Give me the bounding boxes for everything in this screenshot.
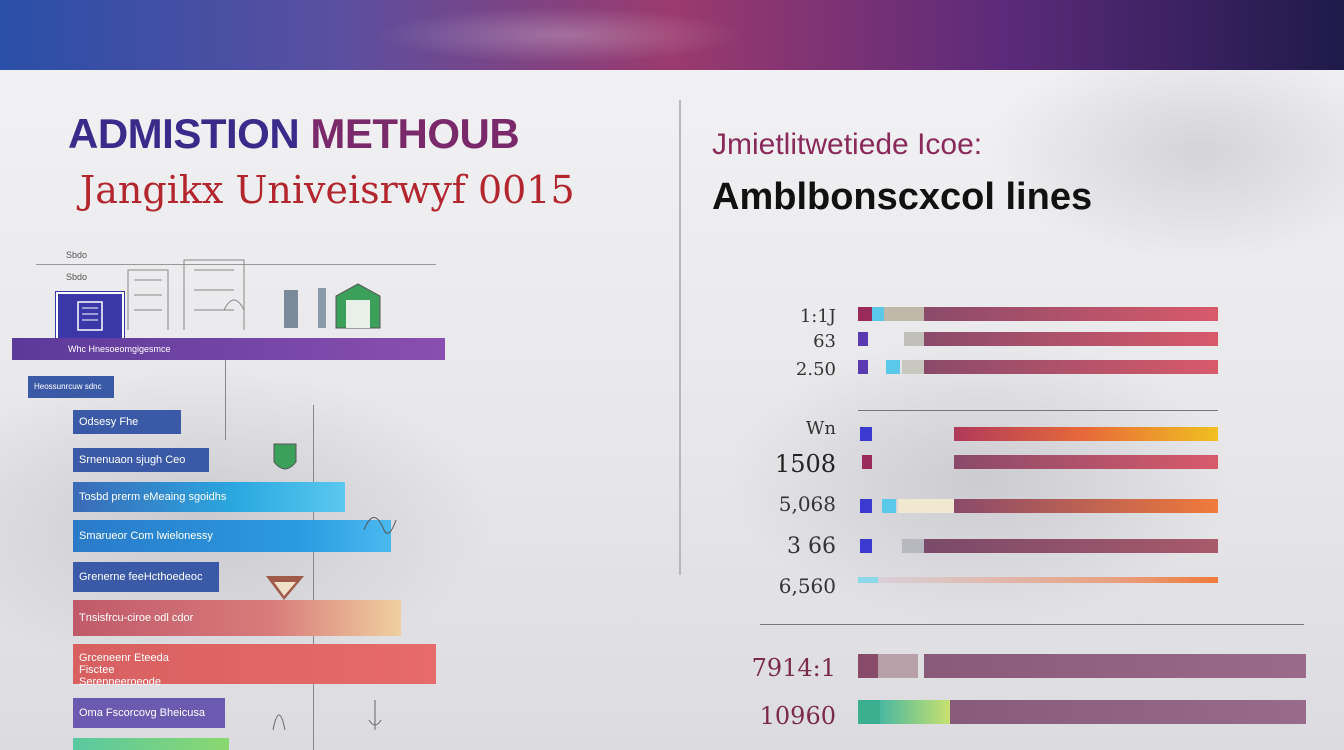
flow-bar: Oma Fscorcovg Bheicusa <box>73 698 225 728</box>
doodle-icon <box>363 517 397 534</box>
row-label: Wn <box>805 418 836 439</box>
flow-bar: Tosbd prerm eMeaing sgoidhs <box>73 482 345 512</box>
band-header: Whc Hnesoeomgigesmce <box>12 338 445 360</box>
chart-axis <box>760 624 1304 625</box>
connector-line <box>313 405 314 750</box>
chart-bar-row <box>858 539 1218 553</box>
chart-bar-row <box>858 455 1218 469</box>
shield-icon <box>273 443 297 470</box>
chart-bar-row <box>858 499 1218 513</box>
chart-bar-row <box>858 360 1218 374</box>
row-label: 5,068 <box>778 492 836 516</box>
arrow-icon <box>266 576 304 600</box>
diagram-label: Sbdo <box>66 250 88 260</box>
flow-bar: Heossunrcuw sdnc <box>28 376 114 398</box>
flow-bar: Odsesy Fhe <box>73 410 181 434</box>
band-label: Whc Hnesoeomgigesmce <box>68 344 171 354</box>
right-heading: Jmietlitwetiede Icoe: <box>712 128 983 161</box>
chart-bar-row <box>858 654 1306 678</box>
right-subheading: Amblbonscxcol lines <box>712 176 1093 218</box>
doodle-icon <box>272 700 382 731</box>
chart-axis <box>858 410 1218 411</box>
flow-bar: Grceneenr Eteeda Fisctee Serenneeroeode <box>73 644 436 688</box>
row-label: 3 66 <box>787 534 836 559</box>
header-banner <box>0 0 1344 70</box>
title-part-1: ADMISTION <box>68 110 311 157</box>
row-label: 7914:1 <box>751 654 836 682</box>
chart-bar-row <box>858 427 1218 441</box>
center-divider <box>679 100 681 575</box>
row-label: 1:1J <box>799 306 836 327</box>
chart-bar-row <box>858 307 1218 321</box>
page-title: ADMISTION METHOUB <box>68 110 520 158</box>
diagram-rule <box>36 264 436 265</box>
diagram-label: Sbdo <box>66 272 88 282</box>
connector-line <box>225 360 226 440</box>
flow-bar: Smarueor Com lwielonessy <box>73 520 391 552</box>
title-part-2: METHOUB <box>310 110 520 157</box>
row-label: 63 <box>813 331 836 352</box>
flow-bar <box>73 738 229 750</box>
building-sketch-icon <box>127 259 381 330</box>
chart-bar-row <box>858 577 1218 583</box>
chart-bar-row <box>858 332 1218 346</box>
flow-bar: Srnenuaon sjugh Ceo <box>73 448 209 472</box>
row-label: 6,560 <box>778 574 836 598</box>
chart-bar-row <box>858 700 1306 724</box>
row-label: 2.50 <box>795 359 836 380</box>
page-subtitle: Jangikx Univeisrwyf 0015 <box>80 168 575 212</box>
university-crest-icon <box>56 292 124 340</box>
flow-bar: Tnsisfrcu-ciroe odl cdor <box>73 600 401 636</box>
row-label: 1508 <box>774 450 836 478</box>
flow-bar: Grenerne feeHcthoedeoc <box>73 562 219 592</box>
row-label: 10960 <box>759 702 836 730</box>
